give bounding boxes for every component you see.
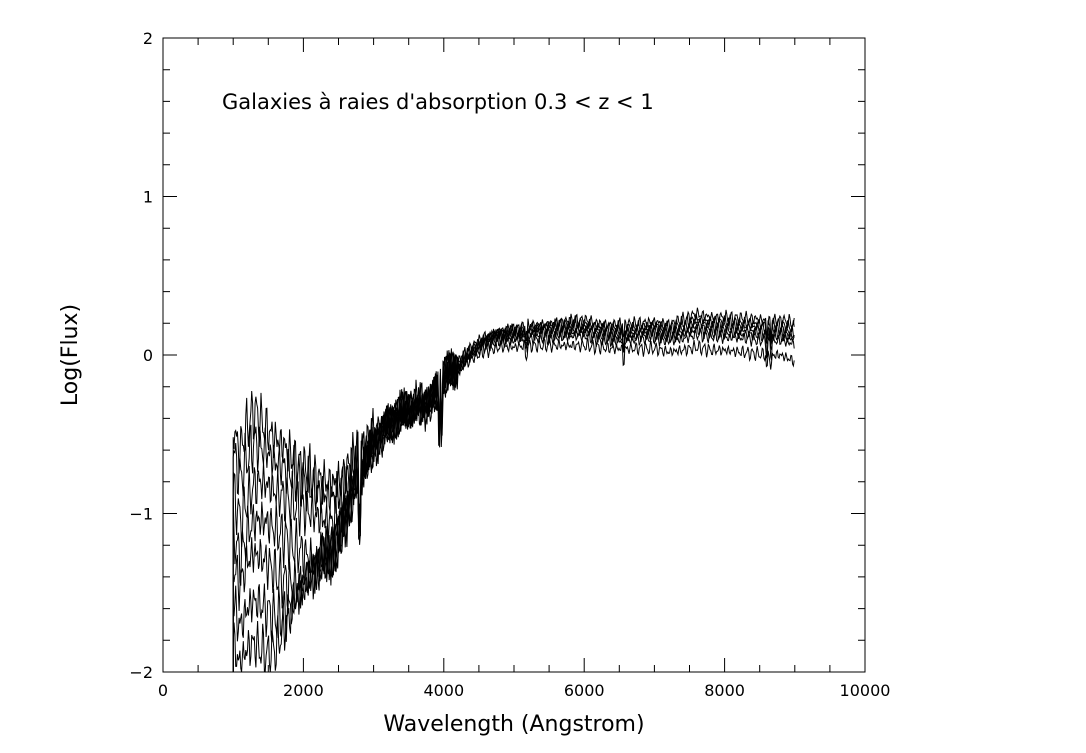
x-tick-label: 4000 [423, 681, 464, 700]
chart-title: Galaxies à raies d'absorption 0.3 < z < … [222, 90, 654, 114]
series-line [232, 328, 795, 672]
y-tick-label: 2 [143, 29, 153, 48]
x-tick-label: 10000 [840, 681, 891, 700]
y-tick-label: 0 [143, 346, 153, 365]
x-tick-label: 0 [158, 681, 168, 700]
y-tick-label: −1 [129, 505, 153, 524]
y-tick-label: −2 [129, 663, 153, 682]
spectra-series [232, 307, 795, 673]
y-axis-label: Log(Flux) [58, 304, 83, 406]
x-tick-label: 6000 [564, 681, 605, 700]
series-line [232, 337, 795, 673]
y-tick-labels: −2 −1 0 1 2 [129, 29, 153, 682]
x-tick-label: 8000 [704, 681, 745, 700]
y-tick-label: 1 [143, 188, 153, 207]
x-axis-label: Wavelength (Angstrom) [383, 712, 644, 737]
series-line [232, 307, 795, 672]
tick-marks [162, 37, 866, 673]
x-tick-labels: 0 2000 4000 6000 8000 10000 [158, 681, 891, 700]
x-tick-label: 2000 [283, 681, 324, 700]
axis-ticks [162, 37, 866, 673]
